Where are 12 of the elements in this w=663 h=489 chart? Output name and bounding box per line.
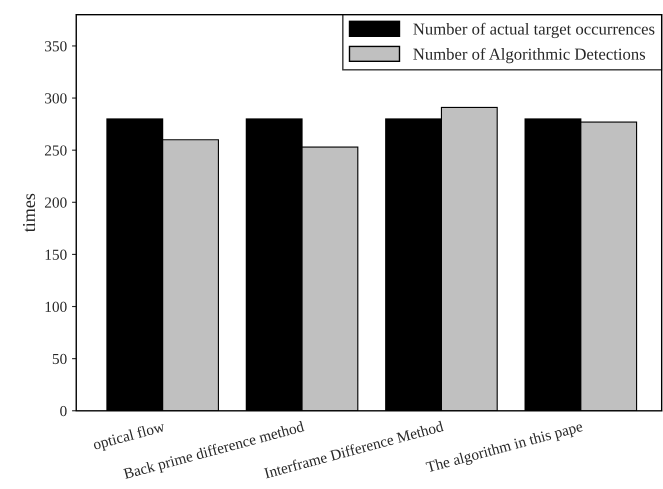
legend-label: Number of Algorithmic Detections [413, 48, 646, 64]
y-tick-label: 300 [45, 93, 67, 104]
y-tick-label: 0 [60, 406, 67, 416]
legend-label: Number of actual target occurrences [413, 22, 654, 38]
y-tick-label: 350 [45, 41, 67, 52]
x-tick-label: optical flow [92, 420, 166, 453]
y-tick-label: 100 [46, 302, 67, 312]
y-tick-label: 200 [44, 197, 67, 208]
y-tick-label: 250 [44, 145, 67, 156]
y-axis-title: times [22, 194, 36, 232]
y-tick-label: 150 [46, 250, 67, 260]
y-tick-label: 50 [52, 354, 67, 364]
